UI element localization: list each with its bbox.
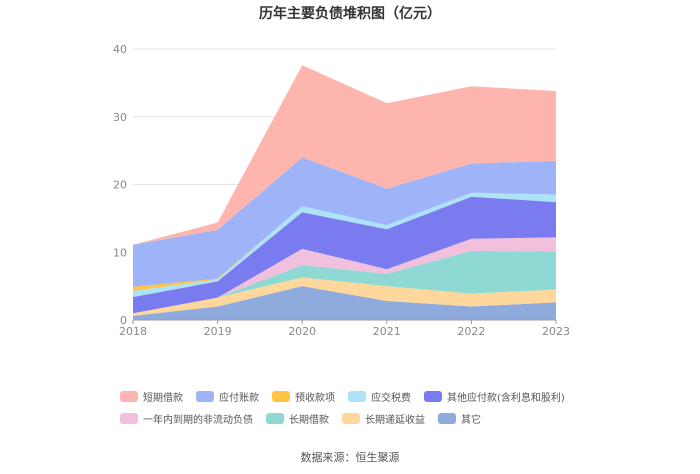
legend-label: 应付账款 bbox=[219, 393, 259, 404]
y-tick-label: 0 bbox=[120, 314, 127, 327]
area-series-5 bbox=[133, 192, 556, 297]
legend-label: 应交税费 bbox=[371, 393, 411, 404]
area-series-4 bbox=[133, 196, 556, 314]
legend-label: 长期借款 bbox=[289, 415, 329, 426]
y-tick-label: 30 bbox=[113, 111, 127, 124]
y-tick-label: 40 bbox=[113, 43, 127, 56]
x-tick-label: 2018 bbox=[119, 325, 147, 338]
legend-item[interactable]: 应交税费 bbox=[348, 389, 411, 404]
legend-swatch bbox=[272, 391, 290, 402]
area-series-7 bbox=[133, 157, 556, 287]
legend-swatch bbox=[342, 413, 360, 424]
legend-label: 预收款项 bbox=[295, 393, 335, 404]
legend-item[interactable]: 应付账款 bbox=[196, 389, 259, 404]
area-series-1 bbox=[133, 277, 556, 316]
legend-swatch bbox=[266, 413, 284, 424]
legend-swatch bbox=[196, 391, 214, 402]
legend-item[interactable]: 其它 bbox=[438, 411, 481, 426]
x-tick-label: 2022 bbox=[457, 325, 485, 338]
legend-item[interactable]: 预收款项 bbox=[272, 389, 335, 404]
legend: 短期借款 应付账款 预收款项 应交税费 其他应付款(含利息和股利) 一年内到期的非流动负… bbox=[120, 389, 600, 433]
y-tick-label: 20 bbox=[113, 179, 127, 192]
x-tick-label: 2023 bbox=[542, 325, 570, 338]
legend-item[interactable]: 短期借款 bbox=[120, 389, 183, 404]
legend-item[interactable]: 长期借款 bbox=[266, 411, 329, 426]
legend-label: 其他应付款(含利息和股利) bbox=[447, 393, 565, 404]
area-series-3 bbox=[133, 237, 556, 314]
data-source: 数据来源：恒生聚源 bbox=[300, 451, 400, 464]
area-series-8 bbox=[133, 65, 556, 245]
legend-swatch bbox=[348, 391, 366, 402]
legend-item[interactable]: 一年内到期的非流动负债 bbox=[120, 411, 253, 426]
stacked-area-chart: 0 10 20 30 40 2018 2019 2020 2021 2022 2023 bbox=[113, 43, 570, 338]
legend-item[interactable]: 长期递延收益 bbox=[342, 411, 425, 426]
x-tick-label: 2019 bbox=[204, 325, 232, 338]
legend-label: 一年内到期的非流动负债 bbox=[143, 415, 253, 426]
x-tick-label: 2020 bbox=[288, 325, 316, 338]
y-tick-label: 10 bbox=[113, 246, 127, 259]
x-tick-label: 2021 bbox=[373, 325, 401, 338]
legend-swatch bbox=[120, 391, 138, 402]
area-series-0 bbox=[133, 286, 556, 320]
chart-title: 历年主要负债堆积图（亿元） bbox=[259, 6, 441, 22]
legend-item[interactable]: 其他应付款(含利息和股利) bbox=[424, 389, 565, 404]
legend-swatch bbox=[120, 413, 138, 424]
legend-label: 长期递延收益 bbox=[365, 415, 425, 426]
legend-swatch bbox=[438, 413, 456, 424]
legend-row: 一年内到期的非流动负债 长期借款 长期递延收益 其它 bbox=[120, 411, 600, 426]
legend-label: 短期借款 bbox=[143, 393, 183, 404]
legend-row: 短期借款 应付账款 预收款项 应交税费 其他应付款(含利息和股利) bbox=[120, 389, 600, 404]
legend-label: 其它 bbox=[461, 415, 481, 426]
area-series-2 bbox=[133, 250, 556, 314]
legend-swatch bbox=[424, 391, 442, 402]
